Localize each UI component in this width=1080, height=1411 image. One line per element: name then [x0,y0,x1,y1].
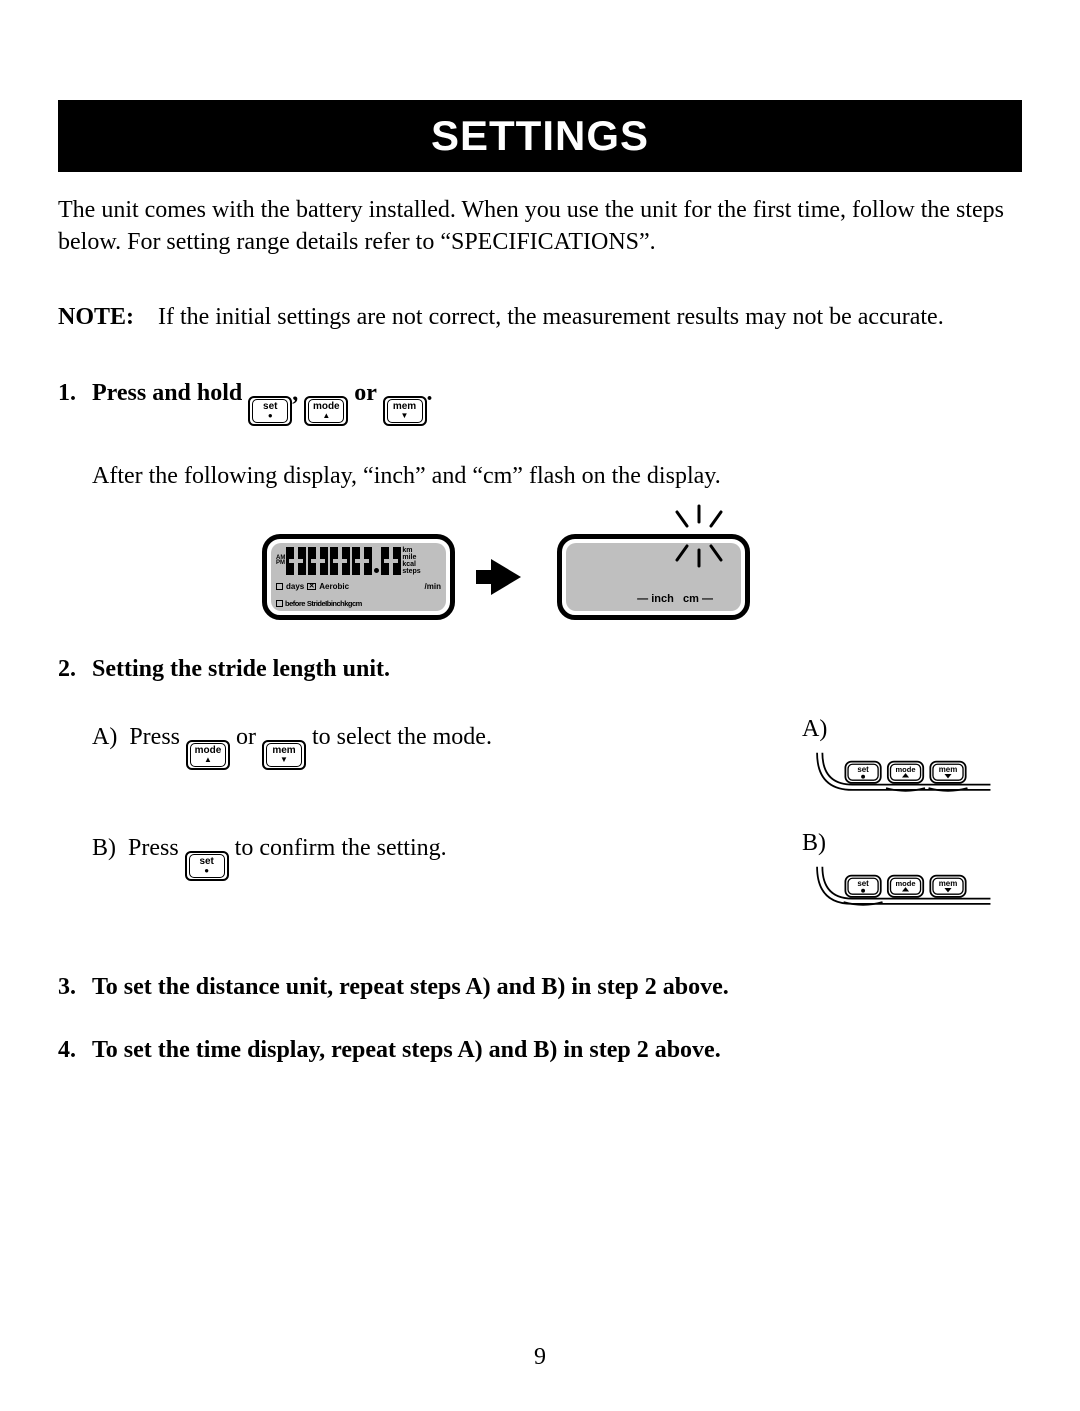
step-1-prefix: Press and hold [92,380,242,406]
mem-button-icon: mem ▼ [262,740,306,770]
diagram-a-label: A) [802,711,1022,747]
step-4-text: To set the time display, repeat steps A)… [92,1034,721,1066]
device-diagram-b: set mode mem [802,865,1002,911]
svg-text:mem: mem [939,879,958,888]
svg-text:mode: mode [896,765,916,774]
mode-button-icon: mode ▲ [304,396,348,426]
mode-button-icon: mode ▲ [186,740,230,770]
step-1-after: After the following display, “inch” and … [92,458,1022,494]
mem-button-icon: mem ▼ [383,396,427,426]
lcd-pm: PM [276,561,285,566]
lcd-before: AM PM km mile kcal steps [262,534,455,620]
step-3-number: 3. [58,971,92,1003]
lcd-unit-mile: mile [402,554,420,561]
step-2: 2. Setting the stride length unit. A) Pr… [58,651,1022,911]
step-1-sep1: , [292,380,298,406]
page-number: 9 [0,1344,1080,1371]
lcd-bottom-rest: StrideIbinchkgcm [307,598,362,609]
step-1: 1. Press and hold set ● , mode ▲ or [58,375,1022,691]
page: SETTINGS The unit comes with the battery… [0,0,1080,1096]
lcd-permin: /min [425,581,441,593]
lcd-days: days [286,581,304,593]
intro-paragraph: The unit comes with the battery installe… [58,194,1022,259]
step-3: 3. To set the distance unit, repeat step… [58,971,1022,1003]
note: NOTE: If the initial settings are not co… [58,301,1022,333]
lcd-x-icon: ✕ [307,583,316,590]
step-2a-p1: Press [129,724,180,750]
step-2-title: Setting the stride length unit. [92,651,1022,687]
lcd-square-icon [276,583,283,590]
svg-text:mem: mem [939,765,958,774]
step-1-sep2: or [354,380,376,406]
lcd-aerobic: Aerobic [319,581,349,593]
step-1-suffix: . [427,380,433,406]
step-1-title: Press and hold set ● , mode ▲ or [92,375,1022,426]
step-4: 4. To set the time display, repeat steps… [58,1034,1022,1066]
note-label: NOTE: [58,301,158,333]
lcd-digits [286,547,401,575]
lcd-dash-left: — [637,593,648,605]
set-button-symbol: ● [268,412,273,420]
step-2b-p2: to confirm the setting. [235,835,447,861]
lcd-unit-steps: steps [402,568,420,575]
step-4-number: 4. [58,1034,92,1066]
lcd-inch: inch [651,593,674,605]
mem-button-symbol: ▼ [401,412,409,420]
step-2a-label: A) [92,724,117,750]
step-2a: A) Press mode ▲ or mem ▼ [92,719,772,770]
step-2-number: 2. [58,651,92,911]
step-2b-p1: Press [128,835,179,861]
step-2b-label: B) [92,835,116,861]
set-button-icon: set ● [185,851,229,881]
lcd-cm: cm [683,593,699,605]
section-banner: SETTINGS [58,100,1022,172]
step-2a-p2: or [236,724,256,750]
step-3-text: To set the distance unit, repeat steps A… [92,971,729,1003]
svg-text:mode: mode [896,879,916,888]
set-button-symbol: ● [204,867,209,875]
set-button-icon: set ● [248,396,292,426]
lcd-unit-km: km [402,547,420,554]
diagram-b-label: B) [802,825,1022,861]
mode-button-symbol: ▲ [322,412,330,420]
flash-burst-icon [537,520,777,580]
step-2b: B) Press set ● to confirm the setting. [92,830,772,881]
step-2-diagrams: A) set mode [802,711,1022,911]
mem-button-symbol: ▼ [280,756,288,764]
note-body: If the initial settings are not correct,… [158,301,1022,333]
svg-text:set: set [857,765,869,774]
lcd-square-icon-2 [276,600,283,607]
lcd-before-text: before [285,598,305,609]
lcd-dash-right: — [702,593,713,605]
arrow-right-icon [491,559,521,595]
step-2a-p3: to select the mode. [312,724,492,750]
lcd-unit-kcal: kcal [402,561,420,568]
svg-text:set: set [857,879,869,888]
step-1-number: 1. [58,375,92,691]
mode-button-symbol: ▲ [204,756,212,764]
device-diagram-a: set mode mem [802,751,1002,797]
